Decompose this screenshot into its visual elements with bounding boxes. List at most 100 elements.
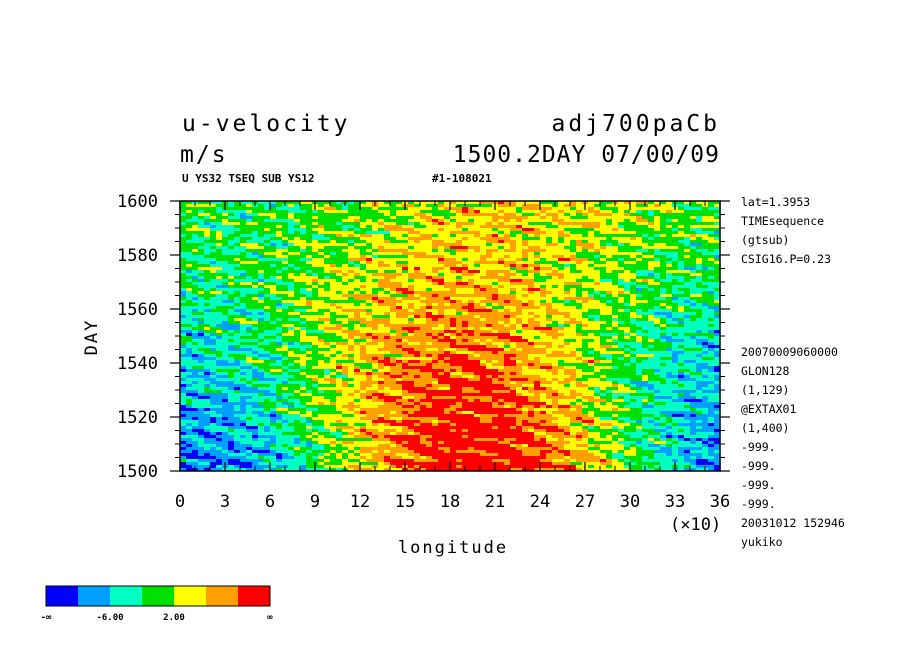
heat-cell — [480, 414, 499, 418]
heat-cell — [354, 240, 367, 244]
heat-cell — [666, 402, 691, 406]
heat-cell — [222, 213, 229, 217]
heat-cell — [552, 459, 565, 463]
heat-cell — [690, 297, 715, 301]
heat-cell — [672, 336, 691, 340]
heat-cell — [624, 465, 631, 469]
heat-cell — [210, 264, 241, 268]
heat-cell — [180, 252, 193, 256]
heat-cell — [630, 300, 649, 304]
heat-cell — [318, 285, 331, 289]
side-info-line: -999. — [741, 497, 776, 511]
heat-cell — [654, 201, 661, 205]
heat-cell — [534, 426, 559, 430]
heat-cell — [222, 252, 241, 256]
heat-cell — [258, 435, 277, 439]
heat-cell — [570, 231, 589, 235]
heat-cell — [510, 243, 517, 247]
heat-cell — [528, 234, 535, 238]
heat-cell — [378, 429, 385, 433]
heat-cell — [714, 348, 721, 352]
heat-cell — [678, 354, 697, 358]
heat-cell — [516, 315, 535, 319]
heat-cell — [690, 201, 697, 205]
heat-cell — [564, 453, 571, 457]
heat-cell — [264, 276, 271, 280]
heat-cell — [234, 423, 241, 427]
heat-cell — [366, 396, 373, 400]
colorbar-label: ∞ — [267, 613, 273, 623]
heat-cell — [462, 270, 469, 274]
heat-cell — [678, 219, 697, 223]
heat-cell — [420, 468, 427, 472]
heat-cell — [552, 420, 571, 424]
heat-cell — [336, 333, 349, 337]
heat-cell — [528, 273, 535, 277]
heat-cell — [654, 279, 661, 283]
heat-cell — [660, 216, 691, 220]
heat-cell — [486, 366, 505, 370]
heat-cell — [372, 435, 379, 439]
heat-cell — [576, 240, 583, 244]
heat-cell — [342, 207, 349, 211]
heat-cell — [450, 411, 457, 415]
heat-cell — [540, 360, 559, 364]
heat-cell — [624, 288, 631, 292]
heat-cell — [294, 264, 313, 268]
heat-cell — [354, 426, 361, 430]
heat-cell — [636, 429, 643, 433]
heat-cell — [564, 372, 577, 376]
heat-cell — [180, 285, 199, 289]
heat-cell — [528, 387, 535, 391]
heat-cell — [690, 237, 697, 241]
heat-cell — [702, 390, 721, 394]
heat-cell — [210, 453, 229, 457]
heat-cell — [348, 216, 361, 220]
heat-cell — [522, 384, 535, 388]
heat-cell — [198, 294, 217, 298]
heat-cell — [342, 363, 355, 367]
heat-cell — [294, 402, 301, 406]
heat-cell — [258, 354, 271, 358]
heat-cell — [402, 456, 415, 460]
colorbar-swatch — [142, 586, 174, 606]
heat-cell — [552, 411, 583, 415]
heat-cell — [258, 336, 265, 340]
heat-cell — [522, 237, 541, 241]
heat-cell — [180, 414, 187, 418]
heat-cell — [384, 456, 391, 460]
heat-cell — [282, 345, 289, 349]
heat-cell — [540, 411, 547, 415]
heat-cell — [444, 285, 475, 289]
heat-cell — [624, 225, 649, 229]
heat-cell — [366, 333, 373, 337]
heat-cell — [192, 438, 205, 442]
heat-cell — [396, 339, 403, 343]
heat-cell — [252, 351, 259, 355]
heat-cell — [606, 267, 625, 271]
heat-cell — [336, 234, 343, 238]
heat-cell — [438, 336, 445, 340]
heat-cell — [570, 270, 583, 274]
subtitle: U YS32 TSEQ SUB YS12 — [182, 172, 314, 185]
heat-cell — [306, 366, 313, 370]
heat-cell — [438, 273, 445, 277]
heat-cell — [702, 243, 721, 247]
heat-cell — [510, 270, 517, 274]
heat-cell — [714, 258, 721, 262]
heat-cell — [342, 453, 349, 457]
heat-cell — [570, 402, 577, 406]
heat-cell — [516, 420, 523, 424]
heat-cell — [642, 258, 655, 262]
heat-cell — [474, 333, 481, 337]
heat-cell — [180, 345, 187, 349]
heat-cell — [204, 342, 217, 346]
heat-cell — [198, 342, 205, 346]
heat-cell — [222, 312, 229, 316]
heat-cell — [426, 393, 517, 397]
heat-cell — [558, 243, 571, 247]
heat-cell — [354, 414, 367, 418]
heat-cell — [414, 354, 421, 358]
heat-cell — [570, 318, 577, 322]
heat-cell — [666, 303, 679, 307]
